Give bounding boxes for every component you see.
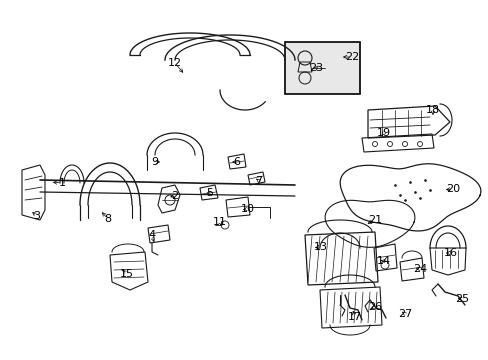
Text: 14: 14 [376, 256, 390, 266]
Text: 21: 21 [367, 215, 381, 225]
Text: 1: 1 [59, 178, 65, 188]
Text: 27: 27 [397, 309, 411, 319]
Text: 18: 18 [425, 105, 439, 115]
Text: 16: 16 [443, 248, 457, 258]
Text: 23: 23 [308, 63, 323, 73]
Text: 9: 9 [151, 157, 158, 167]
Text: 6: 6 [233, 157, 240, 167]
Text: 17: 17 [347, 312, 361, 322]
Text: 8: 8 [104, 214, 111, 224]
Text: 5: 5 [206, 188, 213, 198]
Text: 25: 25 [454, 294, 468, 304]
Text: 3: 3 [34, 211, 41, 221]
Bar [285, 42, 359, 94]
Text: 19: 19 [376, 128, 390, 138]
Text: 13: 13 [313, 242, 327, 252]
Text: 22: 22 [344, 52, 358, 62]
Text: 12: 12 [167, 58, 182, 68]
Text: 7: 7 [255, 176, 262, 186]
Text: 2: 2 [171, 191, 178, 201]
Text: 11: 11 [213, 217, 226, 227]
Text: 4: 4 [148, 230, 155, 240]
Text: 15: 15 [120, 269, 134, 279]
Text: 20: 20 [445, 184, 459, 194]
Text: 10: 10 [241, 204, 254, 214]
Text: 26: 26 [367, 302, 381, 312]
Text: 24: 24 [412, 264, 426, 274]
